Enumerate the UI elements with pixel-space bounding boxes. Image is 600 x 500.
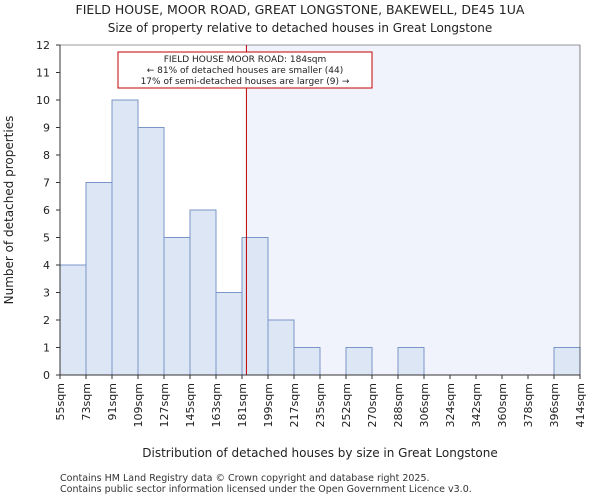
y-tick-label: 0 (43, 369, 50, 382)
chart-subtitle: Size of property relative to detached ho… (107, 21, 493, 35)
x-tick-label: 181sqm (236, 383, 249, 427)
footer: Contains HM Land Registry data © Crown c… (60, 473, 472, 495)
x-tick-label: 109sqm (132, 383, 145, 427)
y-tick-label: 6 (43, 204, 50, 217)
annotation-box: FIELD HOUSE MOOR ROAD: 184sqm ← 81% of d… (117, 51, 373, 89)
y-tick-label: 7 (43, 177, 50, 190)
x-tick-label: 378sqm (522, 383, 535, 427)
histogram-bar (137, 127, 165, 376)
x-tick-label: 145sqm (184, 383, 197, 427)
x-tick-label: 414sqm (574, 383, 587, 427)
y-tick-label: 9 (43, 122, 50, 135)
footer-line-2: Contains public sector information licen… (60, 484, 472, 495)
x-axis-label: Distribution of detached houses by size … (142, 446, 497, 460)
highlight-region (246, 45, 581, 375)
histogram-bar (215, 292, 243, 376)
annotation-frame (117, 51, 373, 89)
histogram-bar (241, 237, 269, 376)
annotation-line-2: ← 81% of detached houses are smaller (44… (147, 66, 344, 76)
footer-line-1: Contains HM Land Registry data © Crown c… (60, 473, 430, 484)
histogram-bar (345, 347, 373, 376)
y-tick-label: 3 (43, 287, 50, 300)
x-tick-label: 163sqm (210, 383, 223, 427)
y-tick-label: 10 (36, 94, 50, 107)
bars-group (59, 99, 581, 376)
x-tick-label: 73sqm (80, 383, 93, 420)
x-tick-label: 306sqm (418, 383, 431, 427)
histogram-bar (163, 237, 191, 376)
x-tick-label: 91sqm (106, 383, 119, 420)
x-tick-label: 235sqm (314, 383, 327, 427)
x-tick-label: 360sqm (496, 383, 509, 427)
histogram-bar (267, 319, 295, 376)
y-tick-label: 12 (36, 39, 50, 52)
y-tick-label: 2 (43, 314, 50, 327)
histogram-bar (111, 99, 139, 376)
histogram-bar (553, 347, 581, 376)
x-tick-label: 324sqm (444, 383, 457, 427)
x-ticks-group: 55sqm 73sqm 91sqm 109sqm 127sqm 145sqm 163sqm 1… (54, 375, 587, 427)
histogram-bar (189, 209, 217, 376)
histogram-bar (59, 264, 87, 376)
y-tick-label: 1 (43, 342, 50, 355)
y-axis-label: Number of detached properties (2, 116, 16, 305)
x-tick-label: 217sqm (288, 383, 301, 427)
x-tick-label: 396sqm (548, 383, 561, 427)
y-tick-label: 11 (36, 67, 50, 80)
x-tick-label: 127sqm (158, 383, 171, 427)
histogram-bar (85, 182, 113, 376)
x-tick-label: 342sqm (470, 383, 483, 427)
histogram-bar (397, 347, 425, 376)
chart-title: FIELD HOUSE, MOOR ROAD, GREAT LONGSTONE,… (75, 2, 525, 17)
x-tick-label: 252sqm (340, 383, 353, 427)
x-tick-label: 288sqm (392, 383, 405, 427)
x-tick-label: 55sqm (54, 383, 67, 420)
x-tick-label: 199sqm (262, 383, 275, 427)
y-tick-label: 5 (43, 232, 50, 245)
annotation-line-3: 17% of semi-detached houses are larger (… (141, 77, 350, 87)
x-tick-label: 270sqm (366, 383, 379, 427)
annotation-line-1: FIELD HOUSE MOOR ROAD: 184sqm (164, 55, 327, 65)
histogram-bar (293, 347, 321, 376)
y-tick-label: 4 (43, 259, 50, 272)
y-tick-label: 8 (43, 149, 50, 162)
